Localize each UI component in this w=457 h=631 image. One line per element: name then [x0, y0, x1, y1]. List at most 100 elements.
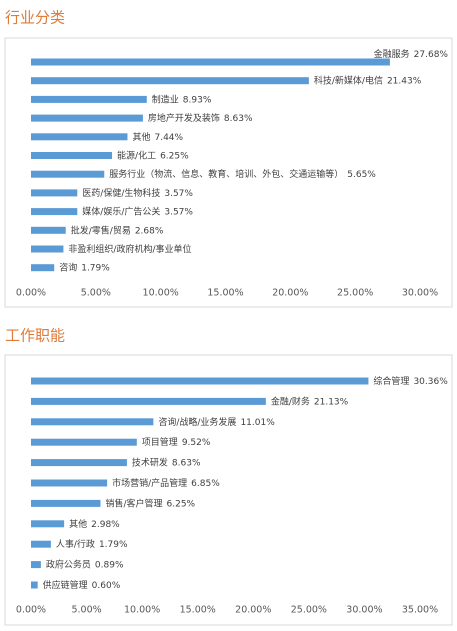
data-label: 批发/零售/贸易 2.68% — [71, 224, 164, 236]
value-label: 2.98% — [91, 519, 120, 529]
data-label: 销售/客户管理 6.25% — [105, 497, 195, 509]
data-label: 技术研发 8.63% — [132, 456, 201, 468]
category-label: 能源/化工 — [117, 149, 156, 161]
bar — [31, 152, 113, 159]
category-label: 政府公务员 — [46, 558, 91, 570]
data-label: 其他 7.44% — [132, 130, 183, 142]
category-label: 科技/新媒体/电信 — [314, 74, 383, 86]
data-label: 政府公务员 0.89% — [46, 558, 124, 570]
value-label: 0.60% — [92, 581, 121, 591]
x-tick-label: 35.00% — [402, 605, 438, 616]
data-label: 非盈利组织/政府机构/事业单位 — [68, 243, 191, 255]
value-label: 3.57% — [164, 207, 193, 217]
x-tick-label: 5.00% — [71, 605, 101, 616]
bar — [31, 520, 65, 528]
bar — [31, 58, 390, 66]
category-label: 非盈利组织/政府机构/事业单位 — [68, 243, 191, 255]
value-label: 8.63% — [224, 114, 253, 124]
value-label: 9.52% — [182, 438, 211, 448]
category-label: 制造业 — [152, 93, 179, 105]
value-label: 5.65% — [347, 170, 376, 180]
value-label: 1.79% — [81, 263, 110, 273]
bar — [31, 499, 101, 507]
section-title: 行业分类 — [5, 9, 65, 27]
data-label: 房地产开发及装饰 8.63% — [148, 112, 253, 124]
x-tick-label: 20.00% — [235, 605, 271, 616]
category-label: 医药/保健/生物科技 — [82, 186, 160, 198]
bar — [31, 561, 41, 569]
x-tick-label: 30.00% — [402, 288, 438, 299]
value-label: 3.57% — [164, 188, 193, 198]
category-label: 房地产开发及装饰 — [148, 112, 220, 124]
value-label: 21.13% — [314, 397, 349, 407]
category-label: 批发/零售/贸易 — [71, 224, 131, 236]
value-label: 7.44% — [154, 132, 183, 142]
bar — [31, 418, 154, 426]
bar — [31, 170, 105, 178]
value-label: 11.01% — [240, 417, 275, 427]
bar — [31, 226, 66, 234]
section-title: 工作职能 — [5, 327, 65, 345]
x-tick-label: 0.00% — [16, 288, 46, 299]
bar — [31, 189, 78, 197]
category-label: 销售/客户管理 — [105, 497, 162, 509]
x-tick-label: 25.00% — [291, 605, 327, 616]
data-label: 供应链管理 0.60% — [43, 579, 121, 591]
value-label: 6.25% — [160, 151, 189, 161]
x-tick-label: 25.00% — [337, 288, 373, 299]
x-tick-label: 0.00% — [16, 605, 46, 616]
category-label: 金融服务 — [374, 48, 410, 60]
data-label: 服务行业（物流、信息、教育、培训、外包、交通运输等） 5.65% — [109, 168, 376, 180]
x-tick-label: 5.00% — [81, 288, 111, 299]
value-label: 30.36% — [413, 377, 448, 387]
data-label: 医药/保健/生物科技 3.57% — [82, 186, 193, 198]
data-label: 制造业 8.93% — [152, 93, 212, 105]
value-label: 21.43% — [387, 76, 422, 86]
bar — [31, 245, 64, 253]
x-tick-label: 20.00% — [272, 288, 308, 299]
bar — [31, 77, 309, 85]
category-label: 媒体/娱乐/广告公关 — [82, 205, 160, 217]
data-label: 人事/行政 1.79% — [56, 538, 128, 550]
value-label: 8.63% — [172, 458, 201, 468]
bar — [31, 133, 128, 141]
value-label: 8.93% — [183, 95, 212, 105]
bar — [31, 581, 38, 589]
data-label: 项目管理 9.52% — [142, 436, 211, 448]
x-tick-label: 30.00% — [346, 605, 382, 616]
data-label: 能源/化工 6.25% — [117, 149, 189, 161]
category-label: 咨询 — [59, 261, 77, 273]
x-tick-label: 15.00% — [207, 288, 243, 299]
x-tick-label: 10.00% — [124, 605, 160, 616]
bar — [31, 397, 266, 405]
bar — [31, 114, 143, 122]
bar — [31, 479, 108, 487]
bar — [31, 208, 78, 216]
bar — [31, 540, 51, 548]
category-label: 综合管理 — [373, 375, 409, 387]
bar — [31, 95, 147, 103]
bar — [31, 459, 127, 467]
category-label: 项目管理 — [142, 436, 178, 448]
data-label: 市场营销/产品管理 6.85% — [112, 477, 220, 489]
data-label: 咨询/战略/业务发展 11.01% — [158, 415, 275, 427]
data-label: 其他 2.98% — [69, 517, 120, 529]
category-label: 咨询/战略/业务发展 — [158, 415, 236, 427]
data-label: 综合管理 30.36% — [373, 375, 448, 387]
bar — [31, 377, 369, 385]
value-label: 2.68% — [135, 226, 164, 236]
value-label: 6.25% — [167, 499, 196, 509]
x-tick-label: 15.00% — [180, 605, 216, 616]
category-label: 其他 — [69, 517, 87, 529]
category-label: 金融/财务 — [271, 395, 310, 407]
data-label: 金融服务 27.68% — [374, 48, 449, 60]
bar — [31, 264, 55, 272]
value-label: 1.79% — [99, 540, 128, 550]
value-label: 6.85% — [191, 479, 220, 489]
data-label: 科技/新媒体/电信 21.43% — [314, 74, 422, 86]
category-label: 供应链管理 — [43, 579, 88, 591]
category-label: 服务行业（物流、信息、教育、培训、外包、交通运输等） — [109, 168, 343, 180]
value-label: 0.89% — [95, 560, 124, 570]
category-label: 市场营销/产品管理 — [112, 477, 187, 489]
